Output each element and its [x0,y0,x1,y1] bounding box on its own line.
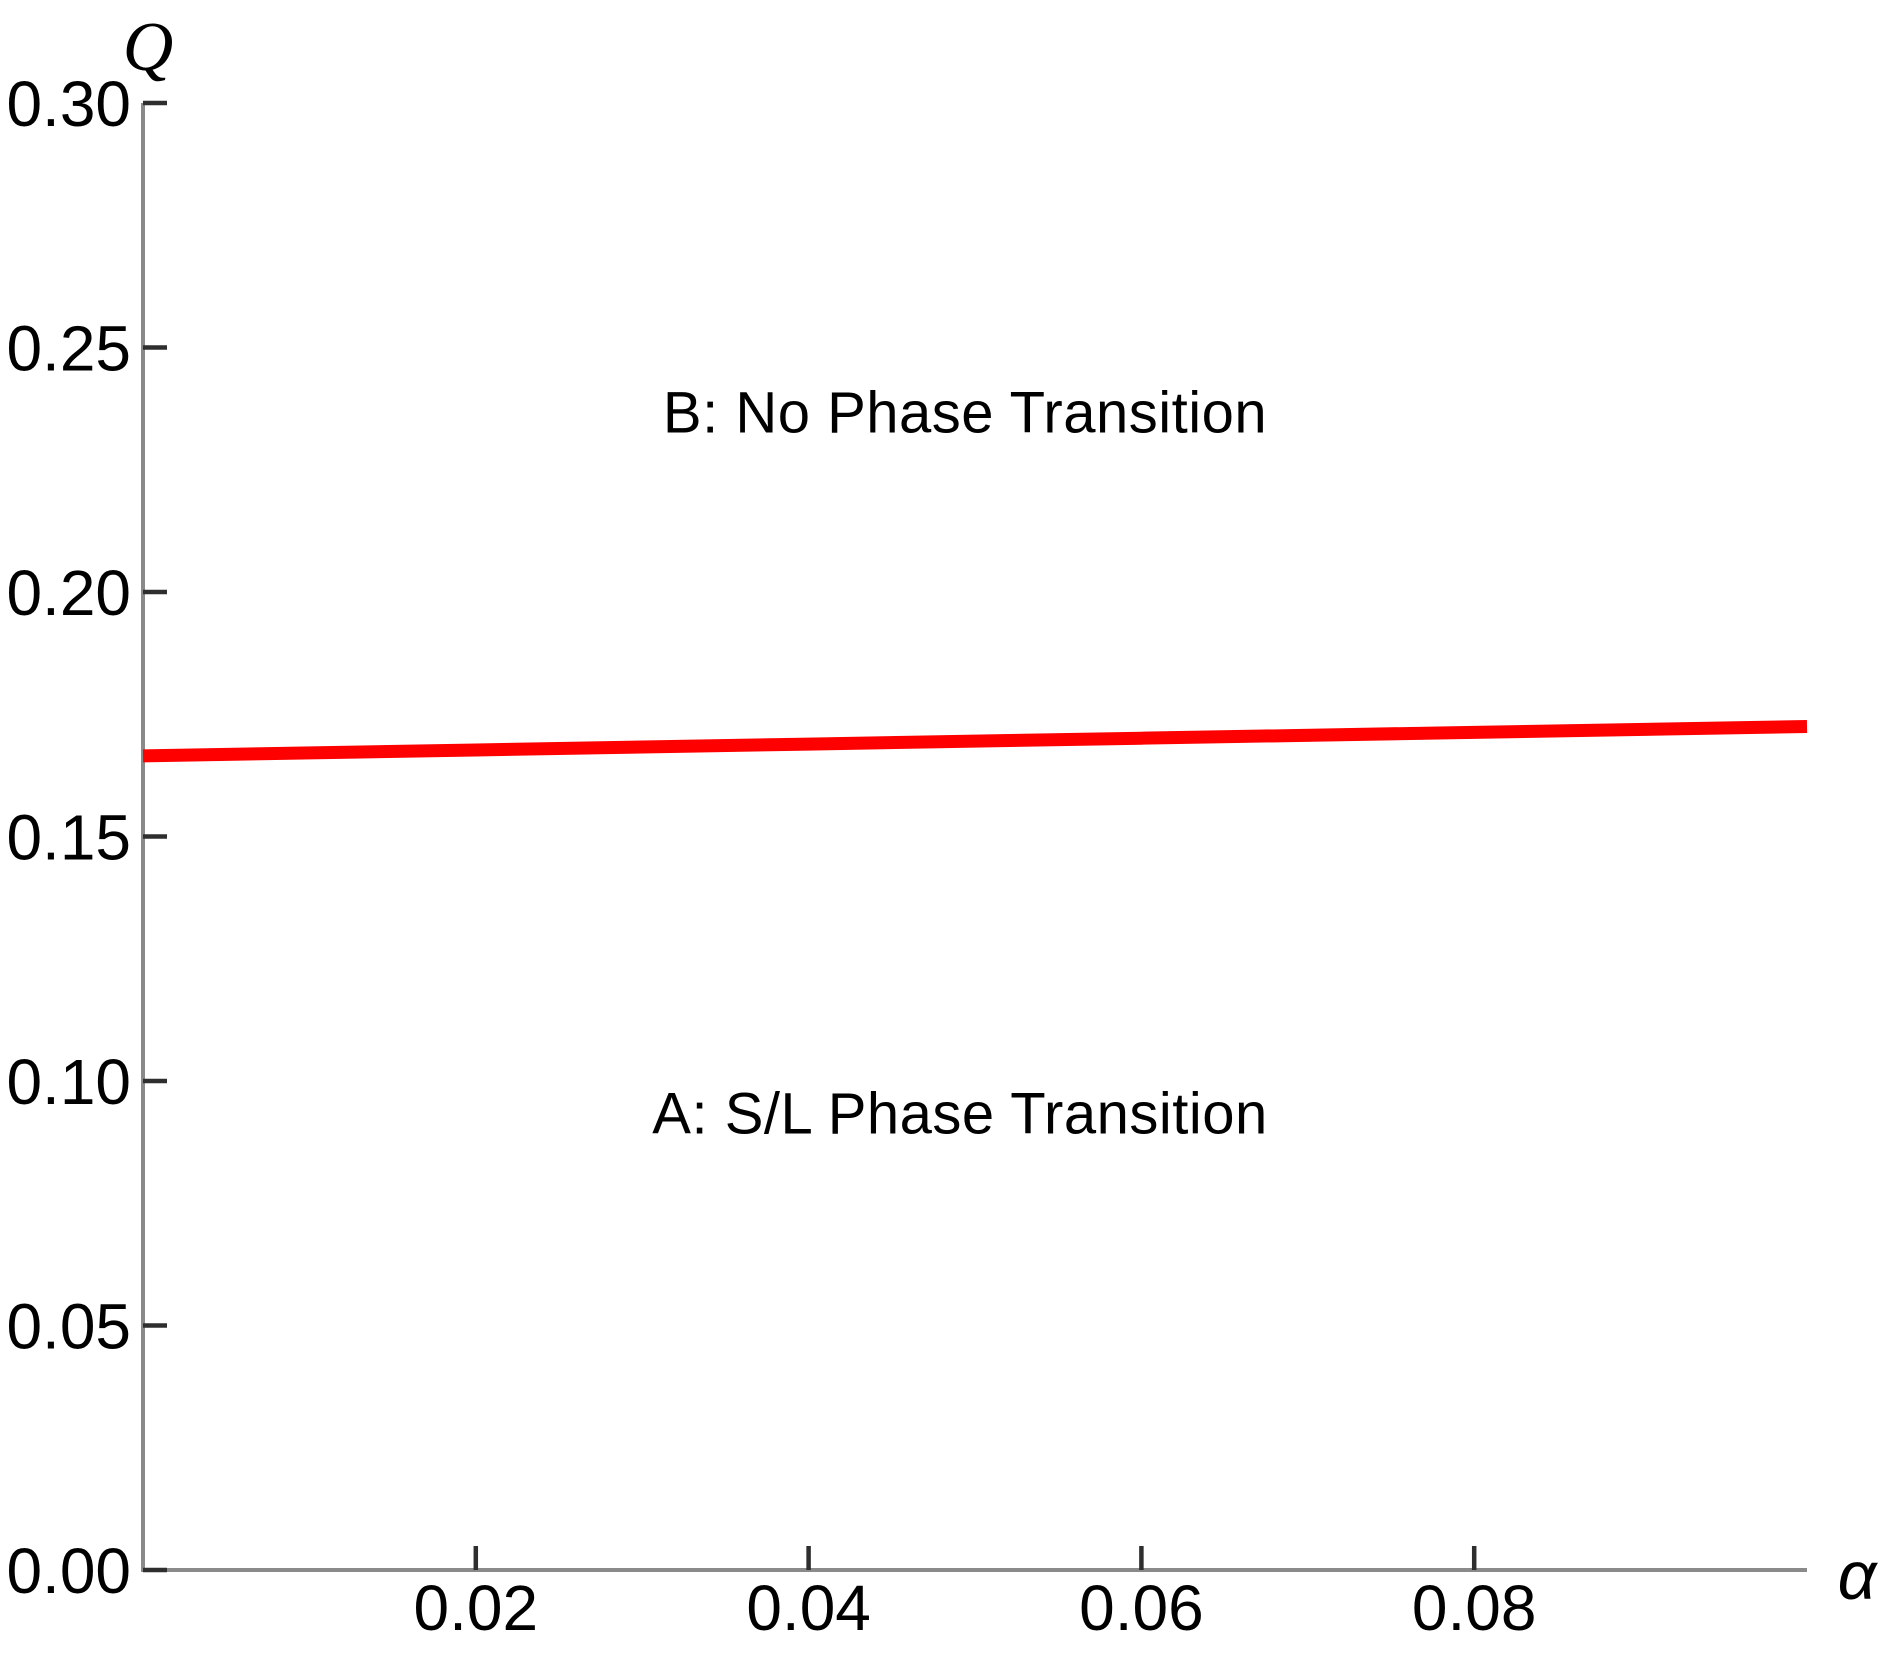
y-tick-label-0.10: 0.10 [6,1046,131,1118]
x-tick-label-0.02: 0.02 [414,1572,539,1644]
x-tick-label-0.08: 0.08 [1412,1572,1537,1644]
axes-lines [141,103,1807,1572]
y-tick-label-0.30: 0.30 [6,68,131,140]
y-tick-label-0.15: 0.15 [6,802,131,874]
region-label-no-phase-transition: B: No Phase Transition [662,380,1268,446]
y-tick-label-0.20: 0.20 [6,557,131,629]
y-tick-label-0.05: 0.05 [6,1291,131,1363]
boundary-curve [142,719,1808,763]
region-label-sl-phase-transition: A: S/L Phase Transition [652,1081,1268,1147]
x-tick-label-0.06: 0.06 [1079,1572,1204,1644]
y-axis-label-Q: Q [122,9,174,86]
y-tick-label-0.25: 0.25 [6,313,131,385]
x-tick-label-0.04: 0.04 [746,1572,871,1644]
y-tick-label-0.00: 0.00 [6,1535,131,1607]
x-axis-label-alpha: α [1837,1538,1877,1614]
